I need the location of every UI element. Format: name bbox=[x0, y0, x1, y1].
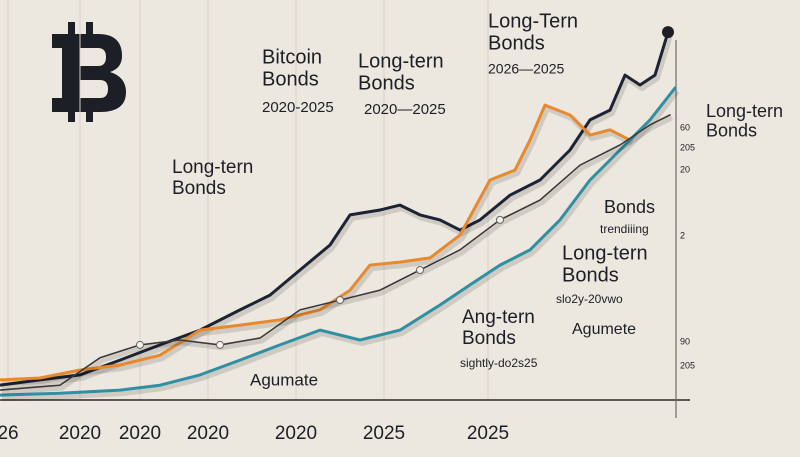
data-point bbox=[136, 340, 144, 349]
right-label: 205 bbox=[680, 142, 695, 152]
x-tick-label: 2025 bbox=[363, 423, 405, 444]
line-shadow bbox=[1, 89, 680, 402]
annotation-sub: 2020—2025 bbox=[364, 101, 446, 118]
annotation: Ang-tern bbox=[462, 307, 535, 328]
right-label: 205 bbox=[680, 360, 695, 370]
annotation-sub: 2026—2025 bbox=[488, 61, 565, 77]
data-point bbox=[216, 340, 224, 349]
annotation: Bitcoin bbox=[262, 46, 322, 68]
data-line bbox=[0, 86, 677, 397]
line-shadow bbox=[1, 115, 674, 396]
annotation: Bonds bbox=[262, 68, 319, 90]
end-point bbox=[662, 26, 674, 39]
annotation: Long-tern bbox=[172, 157, 253, 178]
annotation: Long-tern bbox=[358, 50, 444, 72]
x-tick-label: 2020 bbox=[119, 423, 161, 444]
bitcoin-logo bbox=[52, 22, 126, 122]
annotation: Bonds bbox=[706, 121, 757, 141]
annotation-sub: 2020-2025 bbox=[262, 99, 334, 116]
annotation: Bonds bbox=[488, 32, 545, 54]
x-tick-label: 26 bbox=[0, 423, 19, 444]
data-line bbox=[0, 103, 632, 382]
x-tick-label: 2020 bbox=[59, 423, 101, 444]
data-point bbox=[496, 215, 504, 224]
annotation: Bonds bbox=[358, 72, 415, 94]
annotation-sub: slo2y-20vwo bbox=[556, 292, 623, 306]
line-shadow bbox=[1, 105, 634, 386]
annotation: Bonds bbox=[604, 197, 655, 217]
x-tick-label: 2020 bbox=[275, 423, 317, 444]
line-shadow bbox=[1, 34, 673, 392]
right-label: 20 bbox=[680, 164, 690, 174]
right-label: 60 bbox=[680, 122, 690, 132]
data-line bbox=[0, 114, 671, 391]
annotation: Agumate bbox=[250, 370, 318, 389]
annotation: Bonds bbox=[172, 178, 226, 199]
annotation-sub: trendiiing bbox=[600, 222, 649, 236]
x-tick-label: 2020 bbox=[187, 423, 229, 444]
annotation: Long-tern bbox=[706, 101, 783, 121]
annotation: Bonds bbox=[462, 328, 516, 349]
x-tick-label: 2025 bbox=[467, 423, 509, 444]
right-label: 2 bbox=[680, 230, 685, 240]
annotation: Long-Tern bbox=[488, 10, 578, 32]
right-label: 90 bbox=[680, 336, 690, 346]
annotation: Bonds bbox=[562, 264, 619, 286]
annotation: Long-tern bbox=[562, 242, 648, 264]
annotation: Agumete bbox=[572, 321, 636, 338]
annotation-sub: sightly-do2s25 bbox=[460, 356, 538, 370]
data-point bbox=[336, 296, 344, 305]
data-point bbox=[416, 266, 424, 275]
